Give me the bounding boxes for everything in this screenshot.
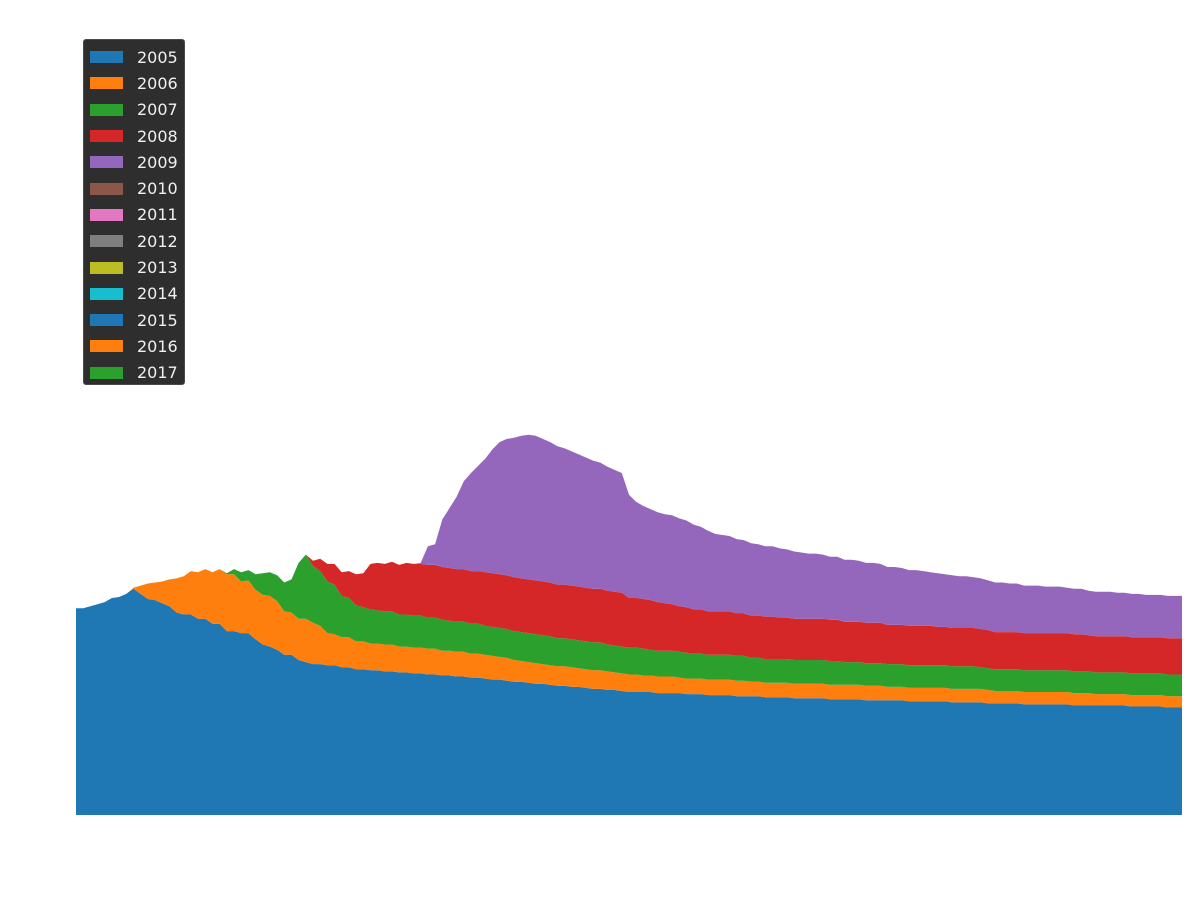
legend-swatch	[90, 130, 123, 143]
legend-swatch	[90, 51, 123, 64]
legend-swatch	[90, 287, 123, 300]
area-series-2008	[76, 554, 1182, 675]
legend-swatch	[90, 77, 123, 90]
area-series-2005	[76, 588, 1182, 815]
legend-label: 2013	[137, 258, 178, 278]
legend-swatch	[90, 235, 123, 248]
legend-swatch	[90, 366, 123, 379]
legend-label: 2006	[137, 73, 178, 93]
legend-swatch	[90, 103, 123, 116]
legend-label: 2009	[137, 152, 178, 172]
legend-item-2009: 2009	[84, 149, 184, 175]
legend-item-2005: 2005	[84, 44, 184, 70]
area-series-2006	[76, 569, 1182, 708]
legend-swatch	[90, 314, 123, 327]
legend-label: 2008	[137, 126, 178, 146]
legend-item-2008: 2008	[84, 123, 184, 149]
area-series-2007	[76, 554, 1182, 697]
legend-item-2013: 2013	[84, 254, 184, 280]
legend-label: 2007	[137, 100, 178, 120]
legend-item-2011: 2011	[84, 202, 184, 228]
chart-legend: 2005 2006 2007 2008 2009 2010 2011 2012 …	[83, 39, 185, 385]
legend-item-2015: 2015	[84, 307, 184, 333]
legend-swatch	[90, 208, 123, 221]
legend-item-2007: 2007	[84, 97, 184, 123]
legend-label: 2016	[137, 336, 178, 356]
legend-item-2017: 2017	[84, 360, 184, 386]
legend-swatch	[90, 156, 123, 169]
legend-label: 2010	[137, 179, 178, 199]
legend-label: 2012	[137, 231, 178, 251]
legend-swatch	[90, 261, 123, 274]
legend-label: 2011	[137, 205, 178, 225]
legend-item-2014: 2014	[84, 281, 184, 307]
legend-label: 2005	[137, 47, 178, 67]
legend-label: 2015	[137, 310, 178, 330]
legend-item-2012: 2012	[84, 228, 184, 254]
legend-item-2006: 2006	[84, 70, 184, 96]
legend-swatch	[90, 182, 123, 195]
area-series-2009	[76, 434, 1182, 639]
legend-label: 2017	[137, 363, 178, 383]
legend-swatch	[90, 340, 123, 353]
legend-label: 2014	[137, 284, 178, 304]
legend-item-2010: 2010	[84, 175, 184, 201]
legend-item-2016: 2016	[84, 333, 184, 359]
